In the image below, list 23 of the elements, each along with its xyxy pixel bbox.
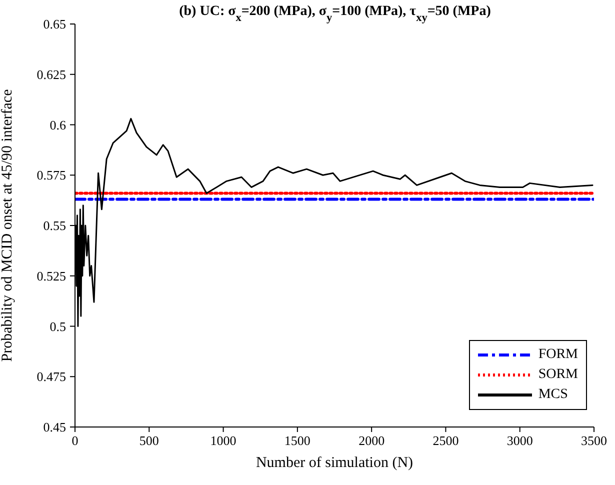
- x-tick-label: 1500: [284, 433, 310, 448]
- y-tick-label: 0.65: [43, 16, 66, 32]
- x-tick-label: 3000: [506, 433, 533, 448]
- y-tick-label: 0.6: [50, 117, 66, 132]
- y-tick-label: 0.55: [43, 218, 66, 234]
- x-tick-label: 3500: [581, 433, 607, 448]
- legend-label: MCS: [538, 387, 568, 403]
- x-tick-label: 0: [72, 433, 78, 448]
- y-tick-label: 0.475: [36, 369, 66, 384]
- x-tick-label: 2000: [358, 433, 385, 448]
- y-tick-label: 0.5: [50, 318, 66, 334]
- y-tick-label: 0.525: [36, 268, 66, 284]
- legend-label: FORM: [538, 347, 578, 363]
- chart-title: (b) UC: σ$_{x}$=200 (MPa), σ$_{y}$=100 (MPa), τ$_{xy}$=50 (MPa): [179, 4, 492, 24]
- x-axis-title: Number of simulation (N): [256, 455, 414, 471]
- y-tick-label: 0.625: [36, 66, 66, 82]
- x-tick-label: 1000: [210, 433, 236, 448]
- x-tick-label: 2500: [432, 433, 459, 448]
- y-axis-title: Probability od MCID onset at 45/90 interface: [0, 88, 16, 362]
- x-tick-label: 500: [139, 433, 159, 448]
- y-tick-label: 0.45: [43, 420, 66, 435]
- y-tick-label: 0.575: [36, 168, 66, 183]
- legend-label: SORM: [538, 367, 578, 383]
